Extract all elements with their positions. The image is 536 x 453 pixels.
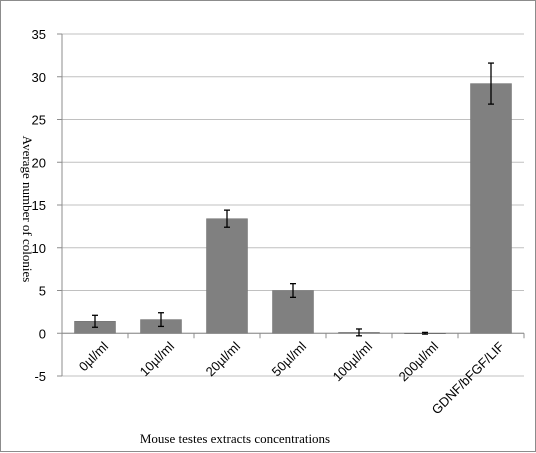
error-bars — [92, 62, 494, 337]
x-tick-label: 0µl/ml — [76, 339, 111, 374]
y-axis-title: Average number of colonies — [20, 136, 35, 283]
y-tick-label: -5 — [34, 369, 46, 384]
y-tick-label: 0 — [39, 326, 46, 341]
y-tick-label: 10 — [32, 241, 46, 256]
error-bar — [422, 331, 428, 335]
x-tick-label: 10µl/ml — [137, 339, 178, 380]
bar — [470, 83, 512, 334]
error-bar — [92, 314, 98, 328]
y-tick-label: 20 — [32, 155, 46, 170]
error-bar — [290, 283, 296, 298]
y-tick-label: 15 — [32, 198, 46, 213]
x-tick-label: 100µl/ml — [330, 339, 376, 385]
x-axis-title: Mouse testes extracts concentrations — [140, 431, 330, 446]
x-tick-label: 200µl/ml — [396, 339, 442, 385]
bars — [74, 83, 512, 334]
error-bar — [224, 209, 230, 228]
y-tick-label: 30 — [32, 70, 46, 85]
bar — [206, 218, 248, 334]
y-tick-labels: -5 0 5 10 15 20 25 30 35 — [32, 27, 46, 384]
y-tick-label: 25 — [32, 113, 46, 128]
x-tick-label: 50µl/ml — [269, 339, 310, 380]
x-tick-labels: 0µl/ml 10µl/ml 20µl/ml 50µl/ml 100µl/ml 200µl… — [76, 339, 507, 418]
error-bar — [356, 328, 362, 337]
error-bar — [488, 62, 494, 105]
error-bar — [158, 312, 164, 328]
x-tick-label: 20µl/ml — [203, 339, 244, 380]
y-tick-label: 5 — [39, 284, 46, 299]
y-tick-label: 35 — [32, 27, 46, 42]
x-tick-label: GDNF/bFGF/LIF — [429, 339, 508, 418]
